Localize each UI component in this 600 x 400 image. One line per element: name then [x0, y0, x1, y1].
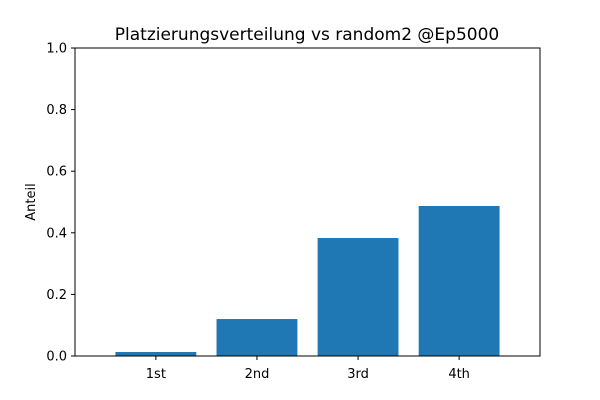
chart-title: Platzierungsverteilung vs random2 @Ep500…: [115, 25, 499, 45]
plot-frame: [74, 47, 541, 357]
x-tick-label: 2nd: [245, 367, 270, 382]
x-tick-label: 4th: [448, 367, 470, 382]
y-ticks-group: 0.0 0.2 0.4 0.6 0.8 1.0: [46, 42, 75, 365]
bar-3rd: [317, 238, 399, 356]
y-tick-label: 1.0: [46, 42, 67, 57]
bar-2nd: [216, 319, 298, 356]
y-tick-label: 0.2: [46, 288, 67, 303]
bars-group: [115, 206, 500, 356]
x-tick-label: 3rd: [347, 367, 369, 382]
x-ticks-group: 1st 2nd 3rd 4th: [146, 356, 470, 382]
y-tick-label: 0.6: [46, 165, 67, 180]
bar-4th: [418, 206, 500, 356]
x-tick-label: 1st: [146, 367, 166, 382]
y-tick-label: 0.4: [46, 226, 67, 241]
bar-1st: [115, 351, 197, 356]
y-axis-label: Anteil: [24, 183, 39, 220]
y-tick-label: 0.0: [46, 350, 67, 365]
y-tick-label: 0.8: [46, 103, 67, 118]
